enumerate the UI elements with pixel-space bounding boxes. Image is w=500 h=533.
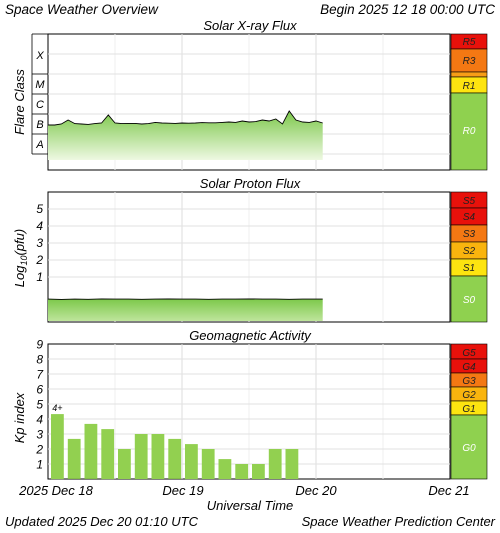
kp-bar bbox=[51, 414, 64, 480]
kp-bar bbox=[118, 449, 131, 479]
kp-bar bbox=[101, 429, 115, 480]
proton-grid bbox=[48, 192, 450, 322]
scale-s0-label: S0 bbox=[463, 295, 476, 306]
scale-s4-label: S4 bbox=[463, 212, 476, 223]
scale-g0-label: G0 bbox=[462, 443, 476, 454]
begin-time: Begin 2025 12 18 00:00 UTC bbox=[320, 2, 495, 17]
xray-tick-m: M bbox=[35, 79, 45, 91]
scale-g1-label: G1 bbox=[462, 404, 475, 415]
scale-g5-label: G5 bbox=[462, 348, 476, 359]
kp-bar bbox=[151, 434, 165, 479]
proton-flux-line bbox=[47, 298, 323, 300]
kp-bar bbox=[285, 449, 299, 479]
proton-tick-2: 2 bbox=[35, 253, 43, 267]
proton-tick-5: 5 bbox=[36, 202, 43, 216]
xray-tick-a: A bbox=[35, 139, 43, 151]
kp-tick-9: 9 bbox=[36, 338, 43, 352]
proton-ylabel: Log10(pfu) bbox=[12, 229, 29, 287]
xray-title: Solar X-ray Flux bbox=[203, 18, 297, 33]
kp-title: Geomagnetic Activity bbox=[189, 328, 312, 343]
proton-tick-4: 4 bbox=[36, 219, 43, 233]
geomagnetic-storm-scale: G5 G4 G3 G2 G1 G0 bbox=[450, 343, 488, 480]
scale-g4-label: G4 bbox=[462, 362, 476, 373]
proton-tick-3: 3 bbox=[36, 236, 43, 250]
scale-s3-label: S3 bbox=[463, 229, 476, 240]
x-tick-dec21: Dec 21 bbox=[428, 483, 469, 498]
proton-plot: 5 4 3 2 1 bbox=[35, 191, 451, 323]
scale-s0 bbox=[450, 275, 488, 323]
kp-tick-8: 8 bbox=[36, 353, 43, 367]
xray-plot: X M C B A bbox=[31, 33, 451, 171]
scale-g2-label: G2 bbox=[462, 390, 476, 401]
scale-r3-label: R3 bbox=[463, 56, 476, 67]
scale-s5-label: S5 bbox=[463, 196, 476, 207]
updated-time: Updated 2025 Dec 20 01:10 UTC bbox=[5, 514, 199, 529]
scale-g0 bbox=[450, 414, 488, 480]
scale-r2 bbox=[450, 71, 488, 78]
kp-bars bbox=[51, 414, 299, 480]
scale-g3-label: G3 bbox=[462, 376, 476, 387]
radiation-storm-scale: S5 S4 S3 S2 S1 S0 bbox=[450, 191, 488, 323]
scale-s2-label: S2 bbox=[463, 246, 476, 257]
scale-s1-label: S1 bbox=[463, 263, 475, 274]
kp-bar bbox=[84, 423, 98, 479]
kp-tick-1: 1 bbox=[36, 458, 43, 472]
kp-bar bbox=[218, 459, 232, 480]
kp-ylabel: Kp index bbox=[12, 392, 27, 443]
scale-r0-label: R0 bbox=[463, 126, 476, 137]
x-tick-dec18: 2025 Dec 18 bbox=[18, 483, 93, 498]
kp-annotation: 4+ bbox=[52, 403, 62, 413]
kp-bar bbox=[168, 438, 182, 479]
kp-bar bbox=[134, 434, 148, 479]
kp-bar bbox=[201, 449, 215, 479]
scale-r1-label: R1 bbox=[463, 81, 476, 92]
x-tick-dec19: Dec 19 bbox=[162, 483, 203, 498]
proton-tick-1: 1 bbox=[36, 270, 43, 284]
xray-class-bands bbox=[31, 33, 48, 155]
page-title: Space Weather Overview bbox=[5, 2, 159, 17]
kp-tick-3: 3 bbox=[36, 428, 43, 442]
scale-r5-label: R5 bbox=[463, 37, 476, 48]
xray-ylabel: Flare Class bbox=[12, 69, 27, 135]
radio-blackout-scale: R5 R3 R1 R0 bbox=[450, 33, 488, 171]
xray-tick-x: X bbox=[35, 50, 44, 62]
kp-bar bbox=[185, 444, 198, 480]
x-axis-label: Universal Time bbox=[207, 498, 294, 513]
kp-tick-6: 6 bbox=[36, 383, 43, 397]
kp-tick-2: 2 bbox=[35, 443, 43, 457]
xray-flux-line bbox=[48, 110, 323, 126]
x-tick-dec20: Dec 20 bbox=[295, 483, 337, 498]
kp-tick-5: 5 bbox=[36, 398, 43, 412]
scale-r0 bbox=[450, 92, 488, 171]
kp-grid bbox=[48, 344, 450, 479]
xray-tick-b: B bbox=[36, 119, 43, 131]
kp-bar bbox=[235, 464, 249, 479]
kp-tick-4: 4 bbox=[36, 413, 43, 427]
x-axis: 2025 Dec 18 Dec 19 Dec 20 Dec 21 Univers… bbox=[18, 483, 469, 513]
kp-bar bbox=[67, 438, 81, 479]
kp-bar bbox=[252, 464, 265, 479]
proton-flux-area bbox=[48, 298, 323, 321]
swpc-credit: Space Weather Prediction Center bbox=[302, 514, 496, 529]
proton-title: Solar Proton Flux bbox=[200, 176, 301, 191]
kp-tick-7: 7 bbox=[36, 368, 44, 382]
xray-tick-c: C bbox=[36, 99, 44, 111]
kp-bar bbox=[268, 449, 282, 479]
